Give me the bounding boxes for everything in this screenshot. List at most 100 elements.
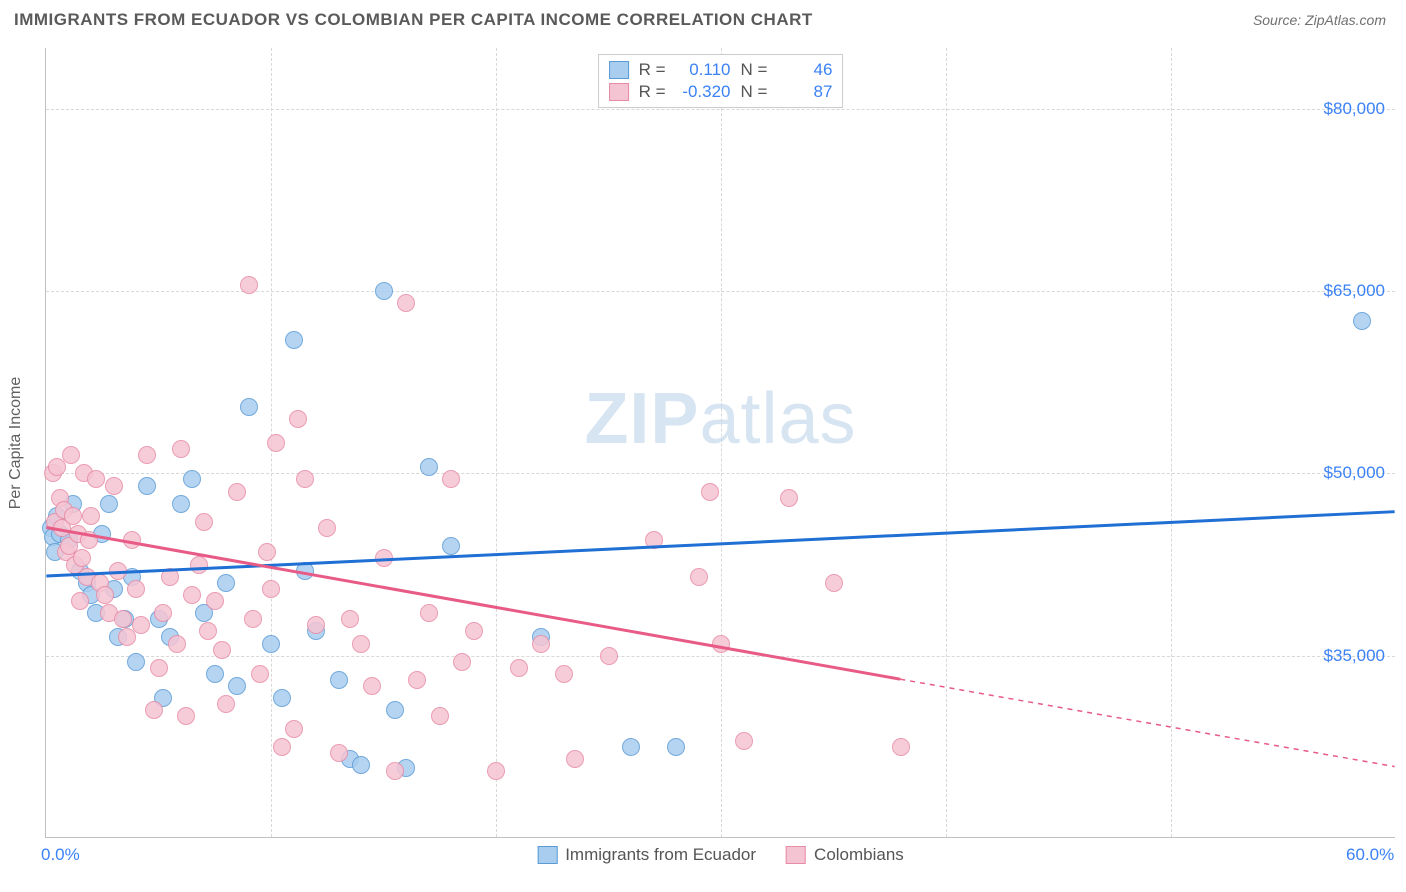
data-point-colombians — [267, 434, 285, 452]
data-point-ecuador — [330, 671, 348, 689]
data-point-colombians — [735, 732, 753, 750]
data-point-colombians — [127, 580, 145, 598]
data-point-colombians — [487, 762, 505, 780]
data-point-ecuador — [138, 477, 156, 495]
data-point-colombians — [318, 519, 336, 537]
data-point-colombians — [442, 470, 460, 488]
data-point-ecuador — [127, 653, 145, 671]
data-point-colombians — [258, 543, 276, 561]
data-point-colombians — [712, 635, 730, 653]
data-point-colombians — [375, 549, 393, 567]
gridline-v — [496, 48, 497, 837]
data-point-colombians — [420, 604, 438, 622]
chart-header: IMMIGRANTS FROM ECUADOR VS COLOMBIAN PER… — [0, 0, 1406, 35]
data-point-colombians — [825, 574, 843, 592]
data-point-ecuador — [206, 665, 224, 683]
data-point-colombians — [82, 507, 100, 525]
data-point-ecuador — [386, 701, 404, 719]
data-point-ecuador — [296, 562, 314, 580]
data-point-colombians — [465, 622, 483, 640]
data-point-colombians — [87, 470, 105, 488]
data-point-colombians — [195, 513, 213, 531]
legend-bottom: Immigrants from Ecuador Colombians — [537, 845, 904, 865]
data-point-colombians — [62, 446, 80, 464]
data-point-colombians — [105, 477, 123, 495]
data-point-colombians — [228, 483, 246, 501]
data-point-colombians — [341, 610, 359, 628]
data-point-colombians — [172, 440, 190, 458]
gridline-v — [1171, 48, 1172, 837]
data-point-colombians — [363, 677, 381, 695]
data-point-colombians — [213, 641, 231, 659]
data-point-colombians — [206, 592, 224, 610]
data-point-colombians — [73, 549, 91, 567]
data-point-ecuador — [172, 495, 190, 513]
swatch-colombians — [609, 83, 629, 101]
chart-container: ZIPatlas R = 0.110 N = 46 R = -0.320 N =… — [45, 48, 1395, 838]
data-point-ecuador — [285, 331, 303, 349]
data-point-colombians — [96, 586, 114, 604]
data-point-colombians — [183, 586, 201, 604]
data-point-ecuador — [667, 738, 685, 756]
legend-correlation-box: R = 0.110 N = 46 R = -0.320 N = 87 — [598, 54, 844, 108]
data-point-colombians — [217, 695, 235, 713]
y-tick-label: $80,000 — [1324, 99, 1385, 119]
data-point-colombians — [892, 738, 910, 756]
data-point-colombians — [145, 701, 163, 719]
data-point-colombians — [71, 592, 89, 610]
data-point-colombians — [161, 568, 179, 586]
data-point-colombians — [251, 665, 269, 683]
swatch-colombians — [786, 846, 806, 864]
x-tick-label: 0.0% — [41, 845, 80, 865]
data-point-colombians — [109, 562, 127, 580]
y-tick-label: $65,000 — [1324, 281, 1385, 301]
data-point-colombians — [701, 483, 719, 501]
data-point-colombians — [532, 635, 550, 653]
data-point-ecuador — [442, 537, 460, 555]
data-point-ecuador — [240, 398, 258, 416]
data-point-ecuador — [217, 574, 235, 592]
data-point-colombians — [386, 762, 404, 780]
data-point-colombians — [132, 616, 150, 634]
data-point-colombians — [150, 659, 168, 677]
data-point-colombians — [154, 604, 172, 622]
y-tick-label: $50,000 — [1324, 463, 1385, 483]
data-point-colombians — [330, 744, 348, 762]
data-point-colombians — [177, 707, 195, 725]
data-point-ecuador — [420, 458, 438, 476]
data-point-colombians — [289, 410, 307, 428]
data-point-ecuador — [228, 677, 246, 695]
data-point-colombians — [352, 635, 370, 653]
legend-bottom-colombians: Colombians — [786, 845, 904, 865]
swatch-ecuador — [609, 61, 629, 79]
data-point-colombians — [273, 738, 291, 756]
data-point-colombians — [168, 635, 186, 653]
data-point-colombians — [64, 507, 82, 525]
data-point-colombians — [114, 610, 132, 628]
legend-row-ecuador: R = 0.110 N = 46 — [609, 59, 833, 81]
plot-area: ZIPatlas R = 0.110 N = 46 R = -0.320 N =… — [45, 48, 1395, 838]
data-point-colombians — [431, 707, 449, 725]
data-point-colombians — [600, 647, 618, 665]
data-point-colombians — [285, 720, 303, 738]
data-point-colombians — [453, 653, 471, 671]
trend-line-dash-colombians — [900, 679, 1394, 766]
data-point-colombians — [199, 622, 217, 640]
data-point-colombians — [138, 446, 156, 464]
data-point-colombians — [240, 276, 258, 294]
legend-row-colombians: R = -0.320 N = 87 — [609, 81, 833, 103]
data-point-colombians — [244, 610, 262, 628]
legend-bottom-ecuador: Immigrants from Ecuador — [537, 845, 756, 865]
y-axis-label: Per Capita Income — [7, 376, 25, 509]
data-point-colombians — [296, 470, 314, 488]
data-point-ecuador — [622, 738, 640, 756]
data-point-ecuador — [1353, 312, 1371, 330]
data-point-ecuador — [262, 635, 280, 653]
data-point-ecuador — [100, 495, 118, 513]
data-point-colombians — [190, 556, 208, 574]
x-tick-label: 60.0% — [1346, 845, 1394, 865]
chart-source: Source: ZipAtlas.com — [1253, 12, 1386, 28]
data-point-colombians — [510, 659, 528, 677]
data-point-colombians — [80, 531, 98, 549]
y-tick-label: $35,000 — [1324, 646, 1385, 666]
